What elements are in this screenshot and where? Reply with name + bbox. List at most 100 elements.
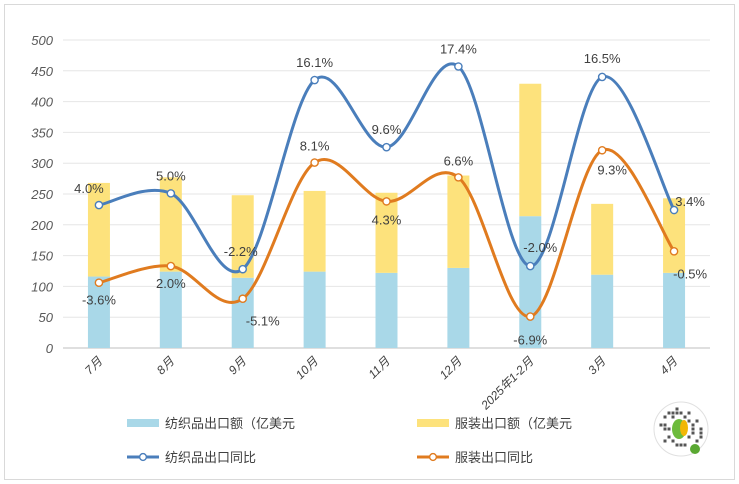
x-category-label: 11月 <box>365 354 393 382</box>
bar-textile <box>87 276 110 348</box>
y-tick-label: 400 <box>31 95 53 110</box>
y-tick-label: 0 <box>46 341 54 356</box>
data-label-apparel-yoy: -6.9% <box>513 333 547 348</box>
bar-textile <box>375 272 398 348</box>
y-tick-label: 500 <box>31 33 53 48</box>
qr-dot <box>663 415 667 419</box>
bar-textile <box>447 267 470 348</box>
point-textile-yoy <box>525 261 535 271</box>
chart-frame: 0 50 100 150 200 250 300 350 400 450 500 7月 8月 9月 10月… <box>4 4 735 480</box>
qr-dot <box>699 427 703 431</box>
bar-apparel <box>303 190 326 272</box>
y-axis: 0 50 100 150 200 250 300 350 400 450 500 <box>30 33 53 356</box>
data-label-textile-yoy: 4.0% <box>74 181 104 196</box>
data-label-apparel-yoy: -3.6% <box>82 293 116 308</box>
qr-dot <box>683 443 687 447</box>
data-label-textile-yoy: 3.4% <box>675 194 705 209</box>
point-apparel-yoy <box>525 312 535 321</box>
data-label-apparel-yoy: -0.5% <box>673 266 707 281</box>
x-category-label: 7月 <box>82 354 106 378</box>
data-label-textile-yoy: -2.2% <box>224 244 258 259</box>
y-tick-label: 150 <box>31 249 53 264</box>
legend-swatch <box>417 419 449 427</box>
qr-dot <box>667 427 671 431</box>
qr-dot <box>675 411 679 415</box>
point-apparel-yoy <box>382 197 391 206</box>
data-label-apparel-yoy: -5.1% <box>246 314 280 329</box>
x-category-label: 4月 <box>657 354 681 378</box>
point-textile-yoy <box>382 142 391 152</box>
legend-label: 纺织品出口额（亿美元 <box>165 416 295 431</box>
qr-dot <box>671 411 675 415</box>
data-labels: 4.0% 5.0% -2.2% 16.1% 9.6% 17.4% -2.0% 16.5% 3.4… <box>74 41 707 347</box>
x-category-label: 12月 <box>437 354 466 383</box>
qr-dot <box>675 443 679 447</box>
bar-apparel <box>231 195 254 278</box>
export-chart: 0 50 100 150 200 250 300 350 400 450 500 7月 8月 9月 10月… <box>30 33 710 465</box>
data-label-textile-yoy: 5.0% <box>156 168 186 183</box>
qr-dot <box>675 407 679 411</box>
bar-apparel <box>519 83 542 217</box>
point-apparel-yoy <box>310 158 319 167</box>
point-textile-yoy <box>597 72 607 82</box>
qr-dot <box>659 423 663 427</box>
bar-apparel <box>87 182 110 277</box>
y-tick-label: 250 <box>30 187 53 202</box>
qr-dot <box>687 419 691 423</box>
bar-textile <box>663 272 686 348</box>
qr-dot <box>679 443 683 447</box>
qr-dot <box>671 439 675 443</box>
point-apparel-yoy <box>166 261 176 271</box>
qr-dot <box>671 415 675 419</box>
qr-dot <box>679 411 683 415</box>
point-textile-yoy <box>454 62 463 71</box>
y-tick-label: 200 <box>30 218 53 233</box>
y-tick-label: 100 <box>31 279 53 294</box>
bar-apparel <box>591 203 614 275</box>
y-tick-label: 350 <box>31 125 53 140</box>
y-tick-label: 50 <box>39 310 54 325</box>
line-apparel-yoy <box>97 148 676 319</box>
bar-textile <box>159 271 182 348</box>
legend-label: 服装出口同比 <box>455 450 533 465</box>
x-category-label: 3月 <box>585 354 609 378</box>
point-apparel-yoy <box>597 145 607 155</box>
qr-dot <box>691 423 695 427</box>
bar-apparel <box>375 192 398 273</box>
point-textile-yoy <box>669 205 679 215</box>
x-category-label: 9月 <box>226 354 250 378</box>
qr-dot <box>663 423 667 427</box>
data-label-textile-yoy: 16.1% <box>296 55 333 70</box>
data-label-textile-yoy: 9.6% <box>372 122 402 137</box>
point-apparel-yoy <box>669 246 679 256</box>
x-category-label: 8月 <box>154 354 178 378</box>
x-category-label: 10月 <box>293 354 322 383</box>
qr-dot <box>687 411 691 415</box>
bar-apparel <box>447 175 470 268</box>
qr-logo-leaf <box>680 420 688 436</box>
point-textile-yoy <box>238 264 248 274</box>
bar-textile <box>303 271 326 348</box>
x-category-label: 2025年1-2月 <box>478 354 537 413</box>
bar-textile <box>519 216 542 348</box>
qr-dot <box>699 435 703 439</box>
qr-dot <box>691 431 695 435</box>
y-tick-label: 450 <box>31 64 53 79</box>
bar-textile <box>591 274 614 348</box>
qr-dot <box>663 427 667 431</box>
qr-dot <box>663 439 667 443</box>
qr-dot <box>691 427 695 431</box>
qr-dot <box>667 435 671 439</box>
data-label-apparel-yoy: 4.3% <box>372 212 402 227</box>
qr-dot <box>683 415 687 419</box>
data-label-apparel-yoy: 9.3% <box>597 162 627 177</box>
y-tick-label: 300 <box>31 156 53 171</box>
qr-dot <box>687 435 691 439</box>
point-apparel-yoy <box>238 294 248 304</box>
bar-apparel <box>159 177 182 272</box>
legend-swatch <box>127 419 159 427</box>
qr-code-logo <box>653 401 709 457</box>
bar-apparel <box>663 198 686 273</box>
qr-dot <box>695 439 699 443</box>
